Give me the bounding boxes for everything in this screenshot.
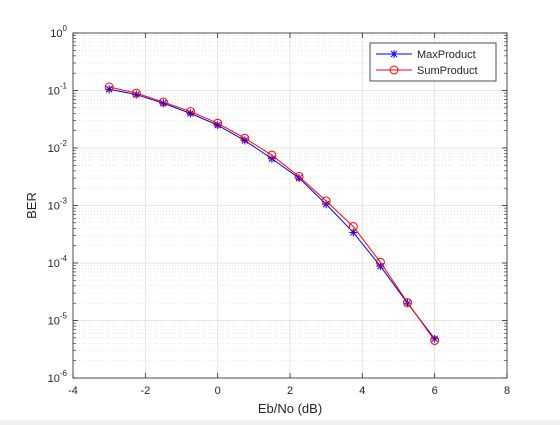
x-tick-label: -4 — [68, 385, 78, 397]
data-point-circle — [389, 65, 399, 75]
y-tick-label: 10-4 — [48, 254, 68, 270]
x-tick-label: 2 — [287, 385, 293, 397]
legend-box — [369, 42, 497, 82]
data-point-circle — [131, 88, 141, 98]
data-point-circle — [186, 107, 196, 117]
legend-label: SumProduct — [417, 65, 478, 77]
x-tick-label: 8 — [504, 385, 510, 397]
legend-item-maxproduct: MaxProduct — [376, 49, 476, 61]
data-point-circle — [403, 298, 413, 308]
series-sumproduct — [104, 82, 440, 345]
x-tick-label: 6 — [432, 385, 438, 397]
x-tick-label: -2 — [140, 385, 150, 397]
legend-item-sumproduct: SumProduct — [376, 65, 478, 77]
legend-label: MaxProduct — [417, 49, 476, 61]
data-point-circle — [375, 257, 385, 267]
y-tick-label: 100 — [50, 24, 67, 40]
y-axis-label: BER — [24, 192, 39, 219]
y-tick-label: 10-3 — [48, 197, 68, 213]
data-point-circle — [321, 196, 331, 206]
data-point-circle — [267, 150, 277, 160]
x-tick-label: 4 — [359, 385, 365, 397]
y-tick-label: 10-6 — [48, 369, 68, 385]
data-point-circle — [213, 118, 223, 128]
grid-layer — [72, 32, 508, 379]
legend: MaxProduct SumProduct — [369, 42, 497, 82]
data-point-circle — [104, 82, 114, 92]
tick-layer: 100 10-1 10-2 10-3 10-4 10-5 10-6-4 -2 0 2 4 6 8 — [48, 24, 510, 397]
series-line — [109, 86, 436, 341]
y-tick-label: 10-5 — [48, 312, 68, 328]
data-point-circle — [240, 133, 250, 143]
data-point-circle — [430, 335, 440, 345]
data-point-circle — [294, 171, 304, 181]
x-axis-label: Eb/No (dB) — [258, 401, 322, 416]
data-point-circle — [158, 97, 168, 107]
series-layer — [104, 82, 440, 345]
x-tick-label: 0 — [215, 385, 221, 397]
data-point-circle — [348, 222, 358, 232]
y-tick-label: 10-1 — [48, 82, 68, 98]
y-tick-label: 10-2 — [48, 139, 68, 155]
data-point-asterisk — [390, 50, 398, 58]
